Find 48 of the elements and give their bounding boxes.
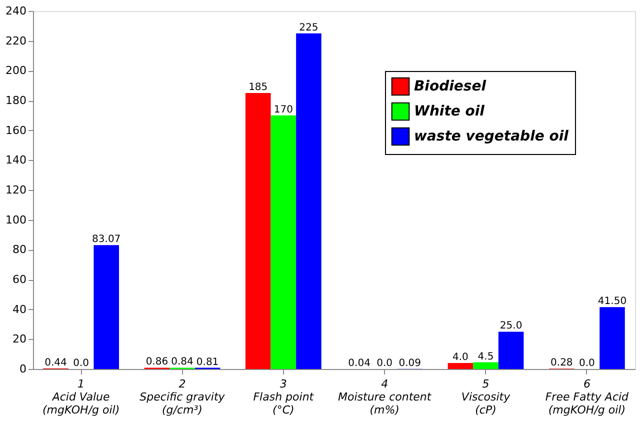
- y-tick-label: 0: [20, 362, 26, 376]
- y-tick-label: 180: [6, 94, 26, 107]
- x-tick-label: 5 Viscosity (cP): [461, 378, 511, 416]
- x-tick-label: 1 Acid Value (mgKOH/g oil): [42, 378, 120, 416]
- data-label: 185: [248, 82, 268, 94]
- y-tick-label: 40: [12, 302, 26, 316]
- data-label: 41.50: [598, 296, 627, 308]
- data-label: 4.0: [452, 352, 468, 364]
- data-label: 0.0: [376, 358, 393, 369]
- bar: [270, 115, 296, 369]
- data-label: 0.09: [398, 358, 422, 369]
- data-label: 0.04: [348, 358, 370, 369]
- bar: [94, 245, 119, 369]
- y-tick-label: 60: [12, 273, 26, 286]
- x-tick-label: 6 Free Fatty Acid (mgKOH/g oil): [545, 378, 630, 416]
- legend-label: waste vegetable oil: [414, 128, 569, 144]
- bar: [473, 362, 498, 369]
- data-label: 0.44: [44, 357, 67, 368]
- x-tick-label: 3 Flash point (°C): [253, 378, 314, 416]
- data-label: 0.84: [171, 356, 194, 368]
- y-tick-label: 220: [6, 34, 26, 48]
- y-tick-label: 120: [6, 184, 26, 196]
- bar: [245, 93, 271, 369]
- data-label: 4.5: [478, 351, 494, 362]
- data-label: 0.86: [146, 356, 168, 368]
- bar: [600, 307, 625, 369]
- bar: [296, 33, 322, 369]
- x-tick-label: 2 Specific gravity (g/cm³): [140, 378, 226, 416]
- x-tick-label: 4 Moisture content (m%): [338, 378, 432, 416]
- y-tick-label: 140: [6, 154, 26, 167]
- data-label: 25.0: [500, 320, 522, 332]
- legend-label: White oil: [414, 104, 485, 120]
- data-label: 225: [299, 22, 318, 34]
- legend-label: Biodiesel: [414, 78, 486, 94]
- data-label: 0.0: [73, 358, 90, 369]
- y-tick-label: 200: [6, 64, 26, 78]
- data-label: 0.81: [196, 356, 219, 368]
- y-tick-label: 160: [6, 124, 26, 137]
- data-label: 0.28: [550, 358, 573, 369]
- y-tick-label: 240: [6, 4, 26, 18]
- data-label: 0.0: [578, 358, 595, 369]
- y-tick-label: 20: [12, 332, 26, 346]
- data-label: 83.07: [92, 234, 121, 246]
- y-tick-label: 80: [12, 243, 26, 256]
- data-label: 170: [274, 104, 293, 116]
- bar: [498, 332, 524, 369]
- bar: [448, 363, 474, 369]
- y-tick-label: 100: [6, 213, 26, 226]
